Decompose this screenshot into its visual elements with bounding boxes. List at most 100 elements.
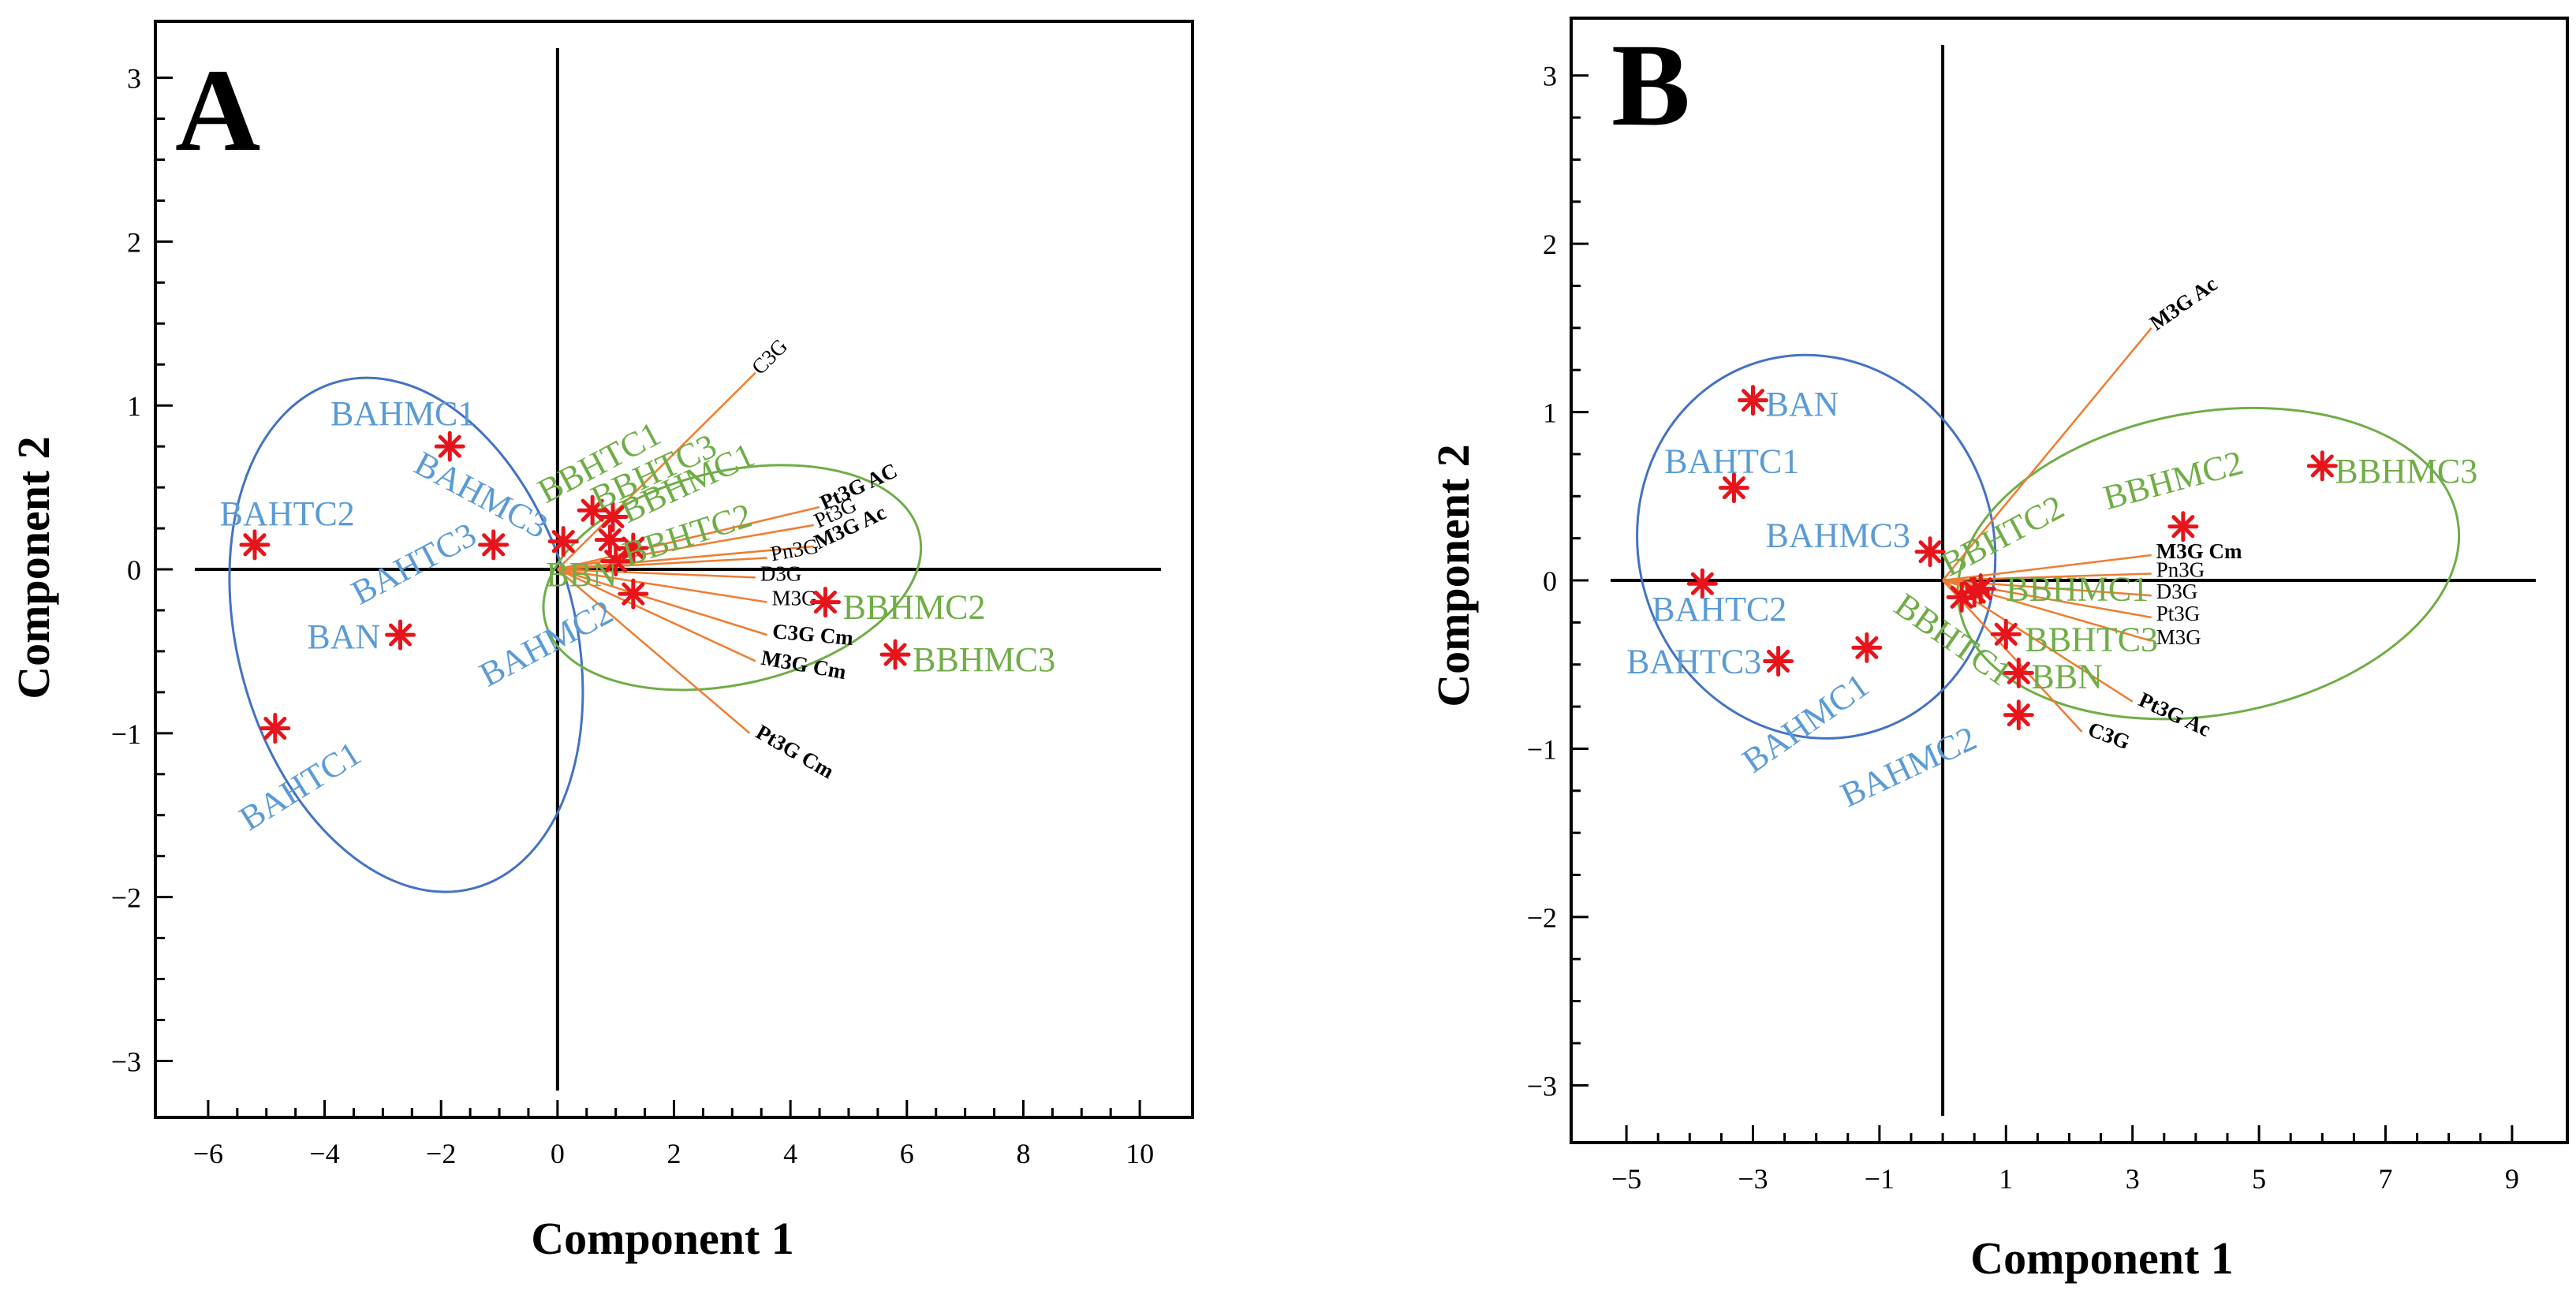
panel-a-loading-m3g-vector xyxy=(557,568,767,603)
panel-b-obs-bahtc3-marker xyxy=(1763,645,1794,677)
panel-a-obs-bahmc3-marker xyxy=(478,529,510,561)
asterisk-stroke xyxy=(389,623,413,647)
panel-a-y-tick-label: −3 xyxy=(111,1046,141,1077)
panel-b-x-tick-label: 9 xyxy=(2505,1163,2519,1195)
panel-a-loading-pt3g-cm-label: Pt3G Cm xyxy=(752,720,838,784)
panel-b-obs-bbn-label: BBN xyxy=(2031,658,2102,696)
panel-a-y-tick-label: −1 xyxy=(111,718,141,750)
panel-b-obs-bbhmc1-marker xyxy=(1965,573,1996,605)
panel-a-obs-bbhtc3-marker xyxy=(597,502,629,532)
panel-b-y-tick-label: −2 xyxy=(1527,902,1557,934)
asterisk-stroke xyxy=(2007,703,2030,727)
panel-a-y-tick-label: 1 xyxy=(127,390,141,422)
panel-b-y-axis-title: Component 2 xyxy=(1428,444,1479,707)
panel-a-loading-d3g-vector xyxy=(557,568,756,579)
asterisk-stroke xyxy=(243,533,267,557)
panel-a-x-tick-label: 10 xyxy=(1126,1138,1154,1169)
panel-b: −5 −3 −1 1 3 5 7 9 −3 −2 −1 0 1 2 3 M3G Ac M3G CmPn3GD3G… xyxy=(1428,17,2569,1284)
panel-b-loading-m3g-label: M3G xyxy=(2156,625,2201,649)
panel-b-obs-ban-label: BAN xyxy=(1766,385,1839,423)
panel-a-obs-bahmc1-marker xyxy=(434,431,465,462)
panel-b-untreated-ellipse xyxy=(1636,353,1997,740)
asterisk-stroke xyxy=(813,591,837,614)
panel-b-obs-bbhmc2-marker xyxy=(2167,511,2199,543)
panel-b-obs-bbn-marker xyxy=(2003,657,2034,688)
panel-a-loading-c3g-label: C3G xyxy=(747,334,792,379)
panel-a-obs-bahmc3-label: BAHMC3 xyxy=(409,444,554,546)
asterisk-stroke xyxy=(482,533,506,557)
asterisk-stroke xyxy=(2310,454,2334,478)
asterisk-stroke xyxy=(551,530,575,554)
panel-b-loading-m3g-ac-vector xyxy=(1942,327,2152,581)
asterisk-stroke xyxy=(581,498,604,522)
panel-a-obs-bbn-label: BBN xyxy=(546,555,617,594)
panel-a-loading-c3g-cm-vector xyxy=(557,568,767,636)
panel-b-obs-bahmc2-marker xyxy=(2003,699,2034,731)
panel-b-obs-bahmc1-marker xyxy=(1851,632,1883,663)
panel-b-loading-c3g-vector xyxy=(1942,580,2083,733)
panel-b-obs-ban-marker xyxy=(1738,385,1768,416)
panel-b-obs-bbhmc2-label: BBHMC2 xyxy=(2100,443,2247,517)
panel-a-obs-ban-marker xyxy=(385,619,416,651)
panel-a-x-tick-label: −2 xyxy=(426,1138,456,1169)
panel-a-obs-ban-label: BAN xyxy=(307,617,380,656)
panel-a-obs-bahmc1-label: BAHMC1 xyxy=(330,394,475,433)
panel-b-loading-m3g-cm-label: M3G Cm xyxy=(2156,539,2242,563)
panel-a-loading-pn3g-vector xyxy=(557,557,767,571)
asterisk-stroke xyxy=(622,536,645,560)
panel-b-obs-bahmc3-marker xyxy=(1914,536,1946,568)
asterisk-stroke xyxy=(263,717,287,740)
panel-a-y-tick-label: 0 xyxy=(127,554,141,586)
asterisk-stroke xyxy=(622,582,645,606)
panel-a-loading-pt3g-ac-vector xyxy=(557,505,820,571)
panel-b-loading-m3g-ac-label: M3G Ac xyxy=(2145,272,2221,335)
asterisk-stroke xyxy=(1767,649,1790,673)
panel-b-obs-bbhmc3-marker xyxy=(2306,450,2338,482)
panel-b-obs-bahmc2-label: BAHMC2 xyxy=(1835,718,1982,815)
panel-a-obs-bahtc1-marker xyxy=(259,713,291,744)
panel-b-x-tick-label: −1 xyxy=(1865,1163,1895,1195)
panel-a-x-tick-label: −6 xyxy=(193,1138,223,1169)
panel-a-x-tick-label: 8 xyxy=(1016,1138,1030,1169)
panel-a-obs-bbn-marker xyxy=(594,524,625,556)
panel-a-loading-m3g-ac-vector xyxy=(557,545,814,571)
panel-b-x-tick-label: 3 xyxy=(2126,1163,2140,1195)
asterisk-stroke xyxy=(1722,476,1745,500)
panel-a-x-tick-label: 6 xyxy=(900,1138,914,1169)
panel-b-loading-pt3g-label: Pt3G xyxy=(2156,602,2201,625)
panel-b-y-tick-label: 2 xyxy=(1543,229,1557,260)
panel-b-obs-bbhmc3-label: BBHMC3 xyxy=(2335,452,2477,490)
panel-a-obs-bahtc3-label: BAHTC3 xyxy=(345,515,483,613)
panel-b-obs-bahtc1-label: BAHTC1 xyxy=(1664,442,1799,480)
panel-a-obs-bbhmc2-marker xyxy=(809,587,841,618)
panel-a-x-tick-label: −4 xyxy=(309,1138,339,1169)
panel-b-loading-c3g-label: C3G xyxy=(2085,718,2133,755)
asterisk-stroke xyxy=(1918,540,1942,564)
panel-b-y-tick-label: 1 xyxy=(1543,397,1557,429)
panel-a-x-axis-title: Component 1 xyxy=(531,1213,794,1264)
panel-b-obs-bahmc3-label: BAHMC3 xyxy=(1766,516,1910,554)
panel-b-loading-pn3g-label: Pn3G xyxy=(2156,558,2205,581)
panel-b-treated-ellipse xyxy=(1956,406,2461,721)
panel-b-obs-bbhmc1-label: BBHMC1 xyxy=(2006,570,2149,609)
asterisk-stroke xyxy=(1855,636,1879,659)
panel-a-loading-m3g-cm-vector xyxy=(557,568,756,662)
panel-b-obs-bahtc1-marker xyxy=(1718,472,1749,504)
panel-a-loading-pn3g-label: Pn3G xyxy=(768,534,820,565)
panel-a-y-tick-label: 2 xyxy=(127,226,141,258)
panel-b-obs-bahtc2-marker xyxy=(1686,568,1718,599)
asterisk-stroke xyxy=(601,505,625,529)
panel-b-obs-bahtc3-label: BAHTC3 xyxy=(1626,642,1761,681)
asterisk-stroke xyxy=(604,550,628,573)
panel-a-obs-bbhmc2-label: BBHMC2 xyxy=(843,587,986,626)
panel-a-obs-bahmc2-marker xyxy=(618,578,649,610)
panel-a-obs-bahtc2-label: BAHTC2 xyxy=(220,494,355,533)
panel-b-y-tick-label: −3 xyxy=(1527,1070,1557,1102)
asterisk-stroke xyxy=(2171,515,2195,539)
panel-a-y-tick-label: 3 xyxy=(127,63,141,95)
asterisk-stroke xyxy=(438,434,461,458)
panel-b-letter: B xyxy=(1611,20,1690,151)
asterisk-stroke xyxy=(1741,389,1765,412)
